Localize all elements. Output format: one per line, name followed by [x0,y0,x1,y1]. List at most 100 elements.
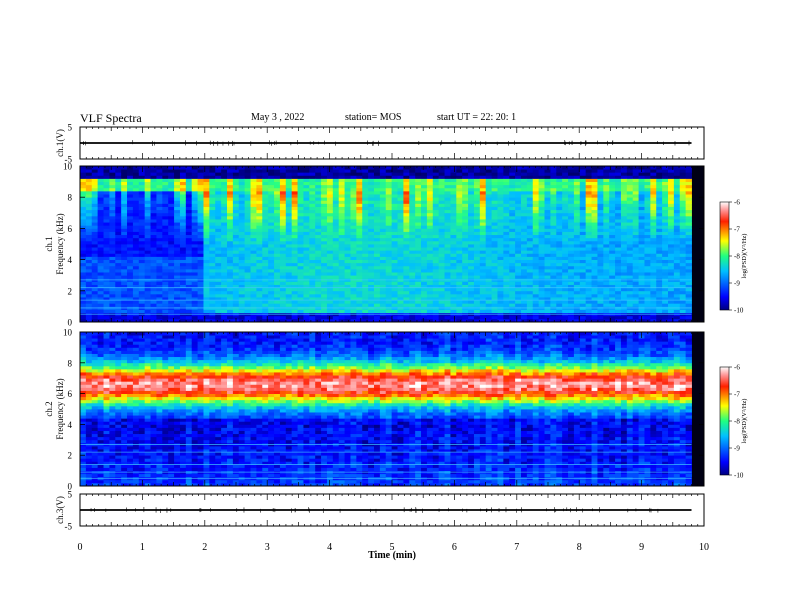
spectrogram-cell [80,244,86,248]
spectrogram-cell [615,172,621,176]
spectrogram-cell [309,188,315,192]
spectrogram-cell [203,253,209,257]
spectrogram-cell [227,175,233,179]
spectrogram-cell [92,191,98,195]
spectrogram-cell [556,247,562,251]
spectrogram-cell [621,200,627,204]
spectrogram-cell [251,260,257,264]
spectrogram-cell [562,303,568,307]
spectrogram-cell [627,200,633,204]
spectrogram-cell [415,216,421,220]
spectrogram-cell [621,194,627,198]
spectrogram-cell [256,222,262,226]
spectrogram-cell [221,238,227,242]
spectrogram-cell [239,294,245,298]
spectrogram-cell [156,238,162,242]
spectrogram-cell [374,219,380,223]
spectrogram-cell [309,244,315,248]
spectrogram-cell [445,294,451,298]
spectrogram-cell [439,269,445,273]
spectrogram-cell [597,316,603,320]
spectrogram-cell [286,219,292,223]
spectrogram-cell [386,166,392,170]
spectrogram-cell [621,210,627,214]
spectrogram-cell [292,175,298,179]
spectrogram-cell [603,288,609,292]
spectrogram-cell [333,281,339,285]
spectrogram-cell [156,250,162,254]
spectrogram-cell [439,213,445,217]
spectrogram-cell [245,228,251,232]
spectrogram-cell [239,169,245,173]
spectrogram-cell [468,182,474,186]
spectrogram-cell [427,244,433,248]
spectrogram-cell [603,244,609,248]
spectrogram-cell [298,288,304,292]
spectrogram-cell [456,178,462,182]
spectrogram-cell [539,247,545,251]
spectrogram-cell [503,216,509,220]
spectrogram-cell [239,210,245,214]
spectrogram-cell [474,200,480,204]
spectrogram-cell [550,232,556,236]
spectrogram-cell [168,238,174,242]
spectrogram-cell [121,263,127,267]
spectrogram-cell [174,200,180,204]
spectrogram-cell [533,247,539,251]
spectrogram-cell [92,316,98,320]
spectrogram-cell [221,169,227,173]
spectrogram-cell [492,269,498,273]
spectrogram-cell [533,250,539,254]
spectrogram-cell [215,219,221,223]
spectrogram-cell [151,269,157,273]
spectrogram-cell [356,250,362,254]
spectrogram-cell [533,219,539,223]
spectrogram-cell [386,263,392,267]
spectrogram-cell [180,219,186,223]
spectrogram-cell [586,182,592,186]
spectrogram-cell [362,197,368,201]
spectrogram-cell [592,316,598,320]
spectrogram-cell [380,225,386,229]
spectrogram-cell [303,188,309,192]
spectrogram-cell [92,182,98,186]
spectrogram-cell [333,191,339,195]
spectrogram-cell [262,210,268,214]
spectrogram-cell [474,250,480,254]
spectrogram-cell [80,182,86,186]
spectrogram-cell [521,272,527,276]
spectrogram-cell [380,222,386,226]
spectrogram-cell [162,256,168,260]
spectrogram-cell [333,185,339,189]
spectrogram-cell [327,172,333,176]
spectrogram-cell [86,275,92,279]
spectrogram-cell [556,194,562,198]
spectrogram-cell [468,238,474,242]
spectrogram-cell [456,200,462,204]
spectrogram-cell [527,294,533,298]
spectrogram-cell [274,185,280,189]
spectrogram-cell [145,166,151,170]
spectrogram-cell [156,272,162,276]
spectrogram-cell [380,244,386,248]
spectrogram-cell [439,219,445,223]
spectrogram-cell [251,203,257,207]
spectrogram-cell [445,197,451,201]
spectrogram-cell [368,232,374,236]
spectrogram-cell [292,316,298,320]
spectrogram-cell [104,294,110,298]
spectrogram-cell [274,294,280,298]
spectrogram-cell [439,188,445,192]
spectrogram-cell [562,172,568,176]
spectrogram-cell [127,194,133,198]
spectrogram-cell [492,210,498,214]
spectrogram-cell [474,266,480,270]
spectrogram-cell [592,232,598,236]
spectrogram-cell [156,191,162,195]
spectrogram-cell [450,216,456,220]
spectrogram-cell [533,281,539,285]
spectrogram-cell [80,188,86,192]
spectrogram-cell [109,182,115,186]
spectrogram-cell [98,291,104,295]
spectrogram-cell [597,288,603,292]
